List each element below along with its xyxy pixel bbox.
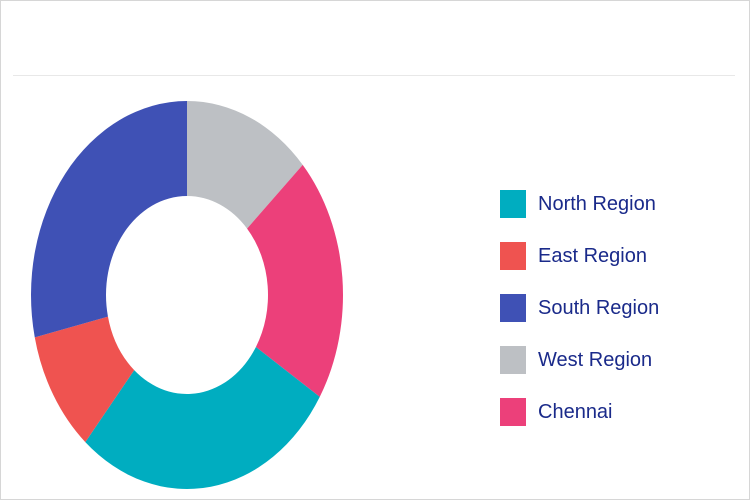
legend-item-east-region[interactable]: East Region xyxy=(500,230,659,282)
chart-legend: North Region East Region South Region West … xyxy=(500,178,659,438)
legend-label: East Region xyxy=(538,244,647,267)
legend-item-west-region[interactable]: West Region xyxy=(500,334,659,386)
slice-chennai[interactable] xyxy=(247,164,344,397)
slice-south-region[interactable] xyxy=(31,101,187,338)
header-divider xyxy=(13,75,735,76)
legend-swatch xyxy=(500,242,526,270)
legend-swatch xyxy=(500,190,526,218)
slice-west-region[interactable] xyxy=(187,101,303,229)
legend-swatch xyxy=(500,294,526,322)
legend-label: Chennai xyxy=(538,400,613,423)
legend-swatch xyxy=(500,346,526,374)
legend-swatch xyxy=(500,398,526,426)
legend-label: North Region xyxy=(538,192,656,215)
slice-east-region[interactable] xyxy=(34,316,135,443)
legend-item-south-region[interactable]: South Region xyxy=(500,282,659,334)
legend-label: West Region xyxy=(538,348,653,371)
legend-item-north-region[interactable]: North Region xyxy=(500,178,659,230)
legend-item-chennai[interactable]: Chennai xyxy=(500,386,659,438)
slice-north-region[interactable] xyxy=(85,346,320,490)
legend-label: South Region xyxy=(538,296,660,319)
